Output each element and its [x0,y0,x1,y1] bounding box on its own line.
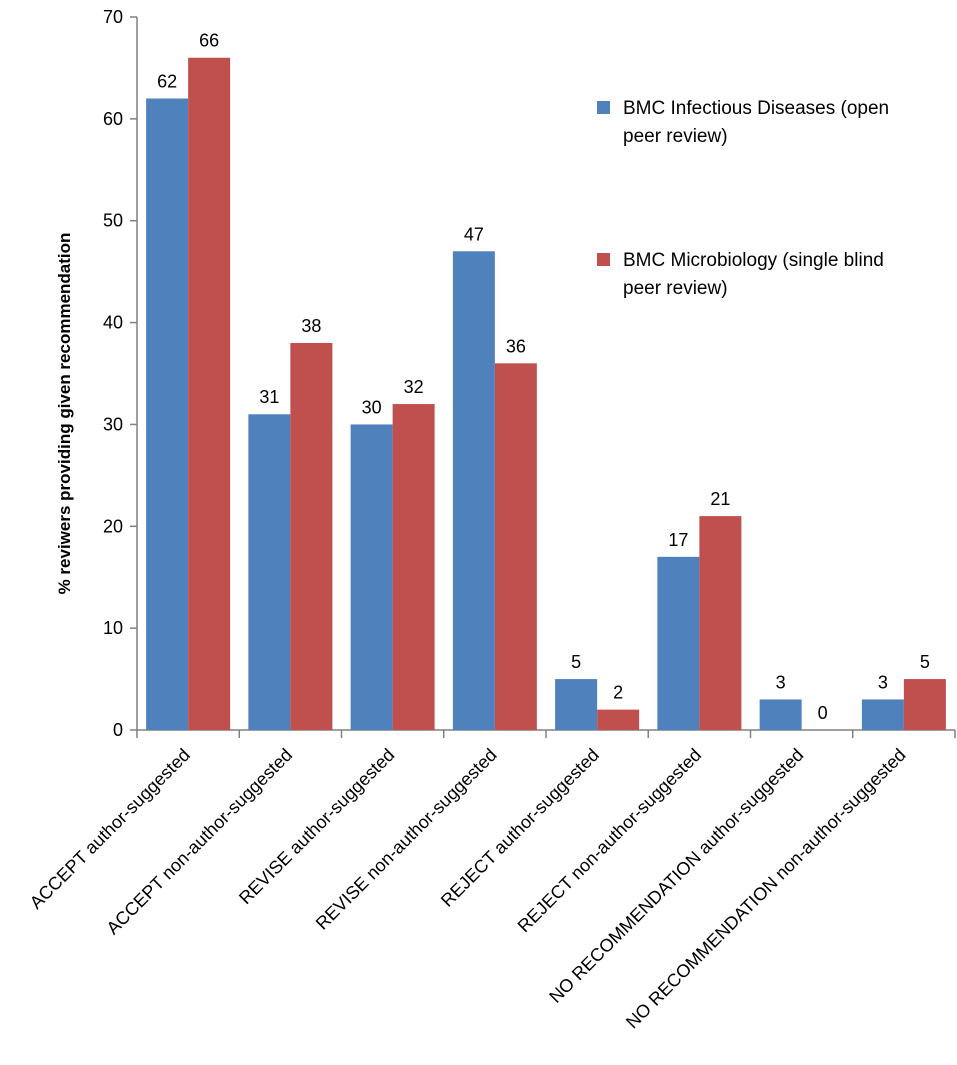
y-tick-label: 30 [103,414,123,434]
x-category-label: REVISE non-author-suggested [312,745,501,934]
y-tick-label: 0 [113,720,123,740]
bar-series-1 [248,414,291,730]
legend-label-1: peer review) [623,126,728,147]
x-category-label: REJECT non-author-suggested [514,745,705,936]
data-label: 38 [301,316,321,336]
legend-label-2: BMC Microbiology (single blind [623,250,884,271]
bar-series-2 [699,516,742,730]
legend-swatch-2 [597,253,610,266]
bar-series-1 [452,251,495,730]
data-label: 30 [362,397,382,417]
y-axis-title: % reviwers providing given recommendatio… [55,233,74,595]
y-tick-label: 70 [103,7,123,27]
x-category-label: ACCEPT author-suggested [26,745,194,913]
legend-swatch-1 [597,101,610,114]
bar-series-1 [146,98,189,730]
bar-series-1 [861,699,904,730]
legend-label-2: peer review) [623,278,728,299]
y-tick-label: 60 [103,109,123,129]
bar-series-1 [657,556,700,730]
y-tick-label: 20 [103,516,123,536]
data-label: 5 [571,652,581,672]
bar-series-1 [555,679,598,730]
data-label: 32 [404,377,424,397]
data-label: 62 [157,71,177,91]
bar-series-1 [759,699,802,730]
data-label: 36 [506,336,526,356]
data-label: 17 [668,530,688,550]
data-label: 5 [920,652,930,672]
y-tick-label: 50 [103,211,123,231]
bar-series-2 [494,363,537,730]
data-label: 0 [818,703,828,723]
data-label: 66 [199,31,219,51]
data-label: 47 [464,224,484,244]
y-tick-label: 10 [103,618,123,638]
data-label: 3 [878,672,888,692]
bar-series-2 [903,679,946,730]
data-label: 3 [776,672,786,692]
y-tick-label: 40 [103,313,123,333]
data-label: 31 [259,387,279,407]
bar-series-2 [392,404,435,730]
legend-label-1: BMC Infectious Diseases (open [623,98,889,119]
bar-series-2 [188,57,231,730]
data-label: 2 [613,683,623,703]
data-label: 21 [710,489,730,509]
bar-series-1 [350,424,393,730]
bar-series-2 [597,709,640,730]
bar-series-2 [290,342,333,730]
x-category-label: ACCEPT non-author-suggested [103,745,297,939]
